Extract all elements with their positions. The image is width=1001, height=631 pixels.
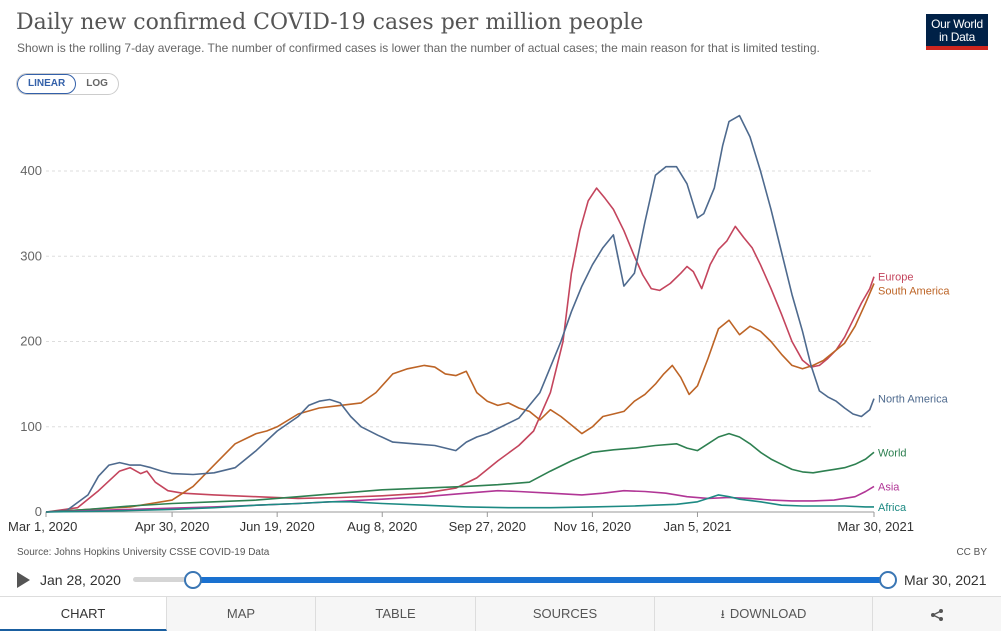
series-line-africa[interactable]	[45, 494, 874, 513]
chart-subtitle: Shown is the rolling 7-day average. The …	[17, 41, 820, 55]
series-label: Asia	[878, 481, 900, 493]
x-tick-label: Aug 8, 2020	[347, 519, 417, 534]
share-icon	[931, 608, 943, 621]
series-lines	[45, 114, 875, 513]
tab-chart[interactable]: CHART	[0, 597, 167, 631]
x-tick-label: Nov 16, 2020	[554, 519, 631, 534]
x-tick-label: Jun 19, 2020	[240, 519, 315, 534]
timeline-end-handle[interactable]	[879, 571, 897, 589]
tab-map[interactable]: MAP	[167, 597, 316, 631]
y-tick-label: 0	[35, 504, 42, 519]
timeline-start-date: Jan 28, 2020	[40, 572, 121, 588]
license-link[interactable]: CC BY	[956, 547, 987, 558]
scale-toggle: LINEAR LOG	[16, 73, 119, 95]
tab-table[interactable]: TABLE	[316, 597, 476, 631]
series-label: North America	[878, 394, 949, 406]
series-label: South America	[878, 286, 950, 298]
series-label: Africa	[878, 502, 907, 514]
x-tick-label: Apr 30, 2020	[135, 519, 209, 534]
series-end-labels: Europe South America North America World Asi…	[878, 272, 950, 514]
series-label: Europe	[878, 272, 913, 284]
line-chart: 0 100 200 300 400 Mar 1, 2020 Apr 30, 2020 Jun…	[8, 114, 950, 534]
play-icon[interactable]	[17, 572, 30, 588]
logo-line-1: Our World	[931, 17, 983, 31]
log-scale-button[interactable]: LOG	[86, 78, 108, 89]
download-icon: ⭳	[720, 607, 725, 621]
tab-sources[interactable]: SOURCES	[476, 597, 655, 631]
timeline-start-handle[interactable]	[184, 571, 202, 589]
logo-line-2: in Data	[939, 30, 975, 44]
tab-download-label: DOWNLOAD	[729, 606, 807, 621]
owid-logo[interactable]: Our World in Data	[926, 14, 988, 50]
timeline-selected-range	[192, 577, 888, 583]
series-line-world[interactable]	[45, 432, 875, 513]
x-tick-label: Sep 27, 2020	[449, 519, 526, 534]
tab-download[interactable]: ⭳ DOWNLOAD	[655, 597, 873, 631]
x-tick-label: Mar 30, 2021	[837, 519, 914, 534]
tab-bar: CHART MAP TABLE SOURCES ⭳ DOWNLOAD	[0, 596, 1001, 631]
source-note[interactable]: Source: Johns Hopkins University CSSE CO…	[17, 547, 270, 558]
series-label: World	[878, 447, 907, 459]
y-tick-label: 400	[20, 163, 42, 178]
x-tick-label: Mar 1, 2020	[8, 519, 77, 534]
y-tick-label: 100	[20, 419, 42, 434]
timeline-end-date: Mar 30, 2021	[904, 572, 987, 588]
series-line-europe[interactable]	[45, 187, 875, 513]
linear-scale-button[interactable]: LINEAR	[17, 74, 77, 94]
x-axis: Mar 1, 2020 Apr 30, 2020 Jun 19, 2020 Aug 8…	[8, 512, 914, 534]
y-axis: 0 100 200 300 400	[20, 163, 42, 519]
x-tick-label: Jan 5, 2021	[663, 519, 731, 534]
series-line-north-america[interactable]	[45, 114, 875, 513]
y-tick-label: 300	[20, 248, 42, 263]
y-tick-label: 200	[20, 334, 42, 349]
tab-share[interactable]	[873, 597, 1001, 631]
series-line-asia[interactable]	[45, 485, 875, 513]
chart-title: Daily new confirmed COVID-19 cases per m…	[16, 10, 644, 35]
grid-lines	[46, 170, 874, 513]
series-line-south-america[interactable]	[45, 283, 875, 513]
